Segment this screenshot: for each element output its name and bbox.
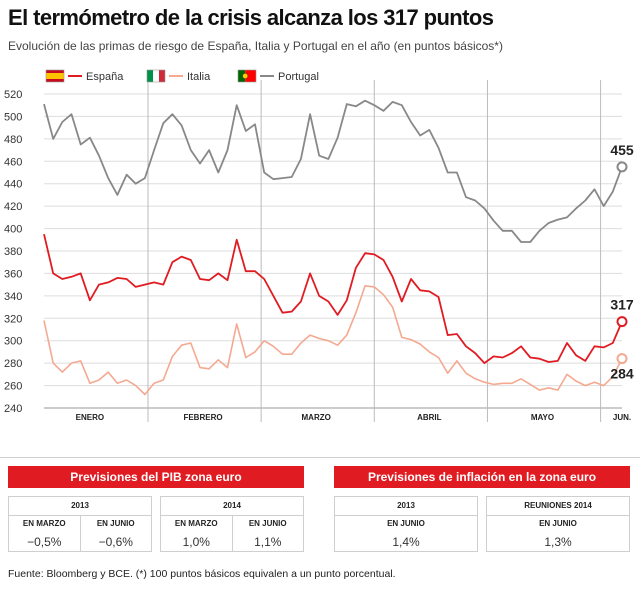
inflation-2013-june-value: 1,4% xyxy=(392,535,420,549)
y-tick-label: 260 xyxy=(4,381,22,393)
inflation-2013-june-label: EN JUNIO xyxy=(387,519,425,528)
flag-stripe xyxy=(147,70,153,82)
chart-subtitle: Evolución de las primas de riesgo de Esp… xyxy=(8,39,503,53)
end-labels: 455 284 317 xyxy=(610,142,634,382)
y-axis-ticks: 240 260 280 300 320 340 360 380 400 420 440 460 480 5… xyxy=(4,89,22,415)
gdp-group-2013: 2013 EN MARZO −0,5% EN JUNIO −0,6% xyxy=(8,496,152,552)
x-tick-label: ABRIL xyxy=(417,413,442,422)
gdp-2014-march-label: EN MARZO xyxy=(174,519,218,528)
risk-premium-chart: 240 260 280 300 320 340 360 380 400 420 440 460 480 5… xyxy=(4,69,634,422)
gdp-2014-june-value: 1,1% xyxy=(254,535,282,549)
legend-label: Portugal xyxy=(278,71,319,83)
legend-item: Portugal xyxy=(237,69,319,83)
end-point-marker xyxy=(616,161,628,173)
flag-border xyxy=(237,69,257,83)
flag-stripe xyxy=(238,70,246,82)
end-value-label: 455 xyxy=(610,142,634,158)
flag-stripe xyxy=(245,70,256,82)
series-line-españa xyxy=(43,233,623,365)
gdp-2013-june-label: EN JUNIO xyxy=(96,519,135,528)
flag-emblem xyxy=(242,73,248,79)
x-tick-label: FEBRERO xyxy=(183,413,222,422)
flag-stripe xyxy=(46,70,64,73)
y-tick-label: 340 xyxy=(4,291,22,303)
gdp-2014-march-value: 1,0% xyxy=(182,535,210,549)
gdp-2013-march-label: EN MARZO xyxy=(22,519,66,528)
end-value-label: 317 xyxy=(610,297,634,313)
series-line-italia xyxy=(43,285,623,396)
y-tick-label: 460 xyxy=(4,156,22,168)
flag-stripe xyxy=(46,79,64,82)
end-point-marker xyxy=(616,353,628,365)
y-tick-label: 440 xyxy=(4,179,22,191)
y-tick-label: 400 xyxy=(4,224,22,236)
gdp-panel-header: Previsiones del PIB zona euro xyxy=(8,466,304,488)
x-tick-label: MAYO xyxy=(531,413,554,422)
inflation-2013-year: 2013 xyxy=(335,497,477,516)
end-value-label: 284 xyxy=(610,366,634,382)
inflation-2014-june-label: EN JUNIO xyxy=(539,519,577,528)
inflation-2014-year: REUNIONES 2014 xyxy=(487,497,629,516)
section-divider xyxy=(0,457,640,458)
flag-border xyxy=(45,69,65,83)
gdp-forecast-panel: Previsiones del PIB zona euro 2013 EN MA… xyxy=(8,466,304,552)
legend-item: Italia xyxy=(146,69,211,83)
series-lines xyxy=(43,99,623,396)
legend-label: Italia xyxy=(187,71,211,83)
y-tick-label: 320 xyxy=(4,313,22,325)
y-tick-label: 360 xyxy=(4,268,22,280)
x-axis-ticks: ENERO FEBRERO MARZO ABRIL MAYO JUN. xyxy=(76,413,631,422)
gdp-2013-year: 2013 xyxy=(9,497,151,516)
x-tick-label: MARZO xyxy=(302,413,331,422)
grid-lines xyxy=(44,93,622,409)
legend-label: España xyxy=(86,71,124,83)
inflation-group-2013: 2013 EN JUNIO 1,4% xyxy=(334,496,478,552)
inflation-2014-june-value: 1,3% xyxy=(544,535,572,549)
legend-item: España xyxy=(45,69,124,83)
inflation-forecast-panel: Previsiones de inflación en la zona euro… xyxy=(334,466,630,552)
gdp-2014-june-label: EN JUNIO xyxy=(248,519,287,528)
legend: España Italia Portugal xyxy=(45,69,319,83)
flag-stripe xyxy=(46,73,64,79)
flag-stripe xyxy=(158,70,165,82)
month-dividers xyxy=(147,80,602,422)
x-tick-label: ENERO xyxy=(76,413,104,422)
inflation-group-2014: REUNIONES 2014 EN JUNIO 1,3% xyxy=(486,496,630,552)
end-point-marker xyxy=(616,316,628,328)
y-tick-label: 280 xyxy=(4,358,22,370)
y-tick-label: 500 xyxy=(4,111,22,123)
flag-stripe xyxy=(152,70,159,82)
gdp-group-2014: 2014 EN MARZO 1,0% EN JUNIO 1,1% xyxy=(160,496,304,552)
chart-title: El termómetro de la crisis alcanza los 3… xyxy=(8,5,494,30)
series-line-portugal xyxy=(43,99,623,243)
gdp-2014-year: 2014 xyxy=(161,497,303,516)
gdp-2013-march-value: −0,5% xyxy=(27,535,62,549)
gdp-2013-june-value: −0,6% xyxy=(98,535,133,549)
y-tick-label: 420 xyxy=(4,201,22,213)
x-tick-label: JUN. xyxy=(613,413,631,422)
y-tick-label: 520 xyxy=(4,89,22,101)
y-tick-label: 300 xyxy=(4,336,22,348)
source-footnote: Fuente: Bloomberg y BCE. (*) 100 puntos … xyxy=(8,568,396,580)
y-tick-label: 380 xyxy=(4,246,22,258)
y-tick-label: 480 xyxy=(4,134,22,146)
flag-border xyxy=(146,69,166,83)
y-tick-label: 240 xyxy=(4,403,22,415)
inflation-panel-header: Previsiones de inflación en la zona euro xyxy=(334,466,630,488)
